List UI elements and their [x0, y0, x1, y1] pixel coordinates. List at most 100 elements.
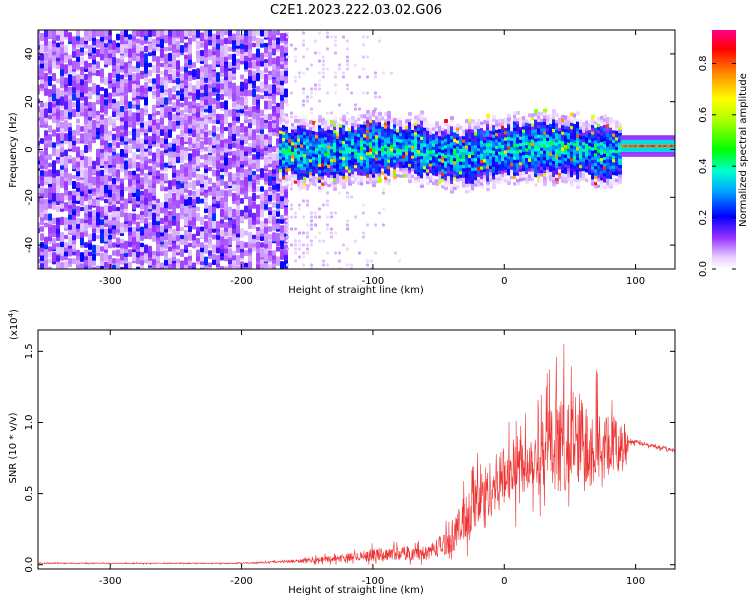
spectrogram-cell	[268, 190, 272, 196]
spectrogram-cell	[68, 154, 72, 160]
spectrogram-cell	[88, 140, 92, 150]
spectrogram-cell	[294, 259, 297, 263]
spectrogram-cell	[192, 69, 196, 77]
spectrogram-cell	[200, 154, 204, 160]
spectrogram-cell	[136, 30, 140, 37]
spectrogram-cell	[236, 125, 240, 133]
spectrogram-cell	[100, 105, 104, 113]
spectrogram-cell	[48, 125, 52, 133]
spectrogram-cell	[318, 231, 321, 235]
spectrogram-cell	[286, 55, 289, 59]
spectrogram-cell	[420, 110, 424, 115]
spectrogram-cell	[72, 210, 76, 216]
spectrogram-cell	[268, 100, 272, 110]
spectrogram-cell	[212, 97, 216, 105]
spectrogram-cell	[116, 153, 120, 161]
spectrogram-cell	[156, 162, 160, 168]
spectrogram-cell	[48, 89, 52, 97]
spectrogram-cell	[80, 196, 84, 206]
spectrogram-cell	[244, 262, 248, 268]
spectrogram-cell	[76, 138, 80, 144]
spectrogram-cell	[224, 210, 228, 216]
spectrogram-cell	[120, 222, 124, 228]
spectrogram-cell	[366, 91, 369, 95]
spectrogram-cell	[84, 124, 88, 134]
spectrogram-cell	[200, 49, 204, 57]
spectrogram-cell	[164, 201, 168, 209]
spectrogram-cell	[240, 198, 244, 204]
spectrogram-cell	[248, 61, 252, 69]
spectrogram-cell	[52, 46, 56, 52]
spectrogram-cell	[164, 249, 168, 257]
spectrogram-cell	[216, 30, 220, 36]
spectrogram-cell	[285, 116, 289, 121]
spectrogram-cell	[272, 202, 276, 208]
spectrogram-cell	[156, 170, 160, 176]
spectrogram-cell	[310, 95, 313, 99]
spectrogram-cell	[104, 104, 108, 114]
spectrogram-cell	[228, 157, 232, 165]
spectrogram-cell	[224, 66, 228, 72]
spectrogram-cell	[72, 60, 76, 70]
spectrogram-cell	[272, 232, 276, 242]
spectrogram-cell	[84, 145, 88, 153]
spectrogram-cell	[244, 205, 248, 213]
spectrogram-cell	[184, 147, 188, 152]
spectrogram-cell	[216, 72, 220, 82]
spectrogram-cell	[64, 133, 68, 141]
spectrogram-cell	[212, 234, 216, 240]
spectrogram-cell	[72, 145, 76, 153]
spectrogram-cell	[338, 67, 341, 71]
spectrogram-cell	[60, 232, 64, 242]
spectrogram-cell	[136, 161, 140, 169]
spectrogram-cell	[294, 227, 297, 231]
spectrogram-cell	[184, 149, 188, 157]
spectrogram-cell	[228, 30, 232, 37]
spectrogram-cell	[68, 64, 72, 74]
spectrogram-cell	[88, 30, 92, 38]
spectrogram-cell	[104, 48, 108, 58]
spectrogram-cell	[366, 259, 369, 263]
spectrogram-cell	[160, 217, 164, 225]
spectrogram-cell	[192, 114, 196, 120]
spectrogram-cell	[362, 43, 365, 47]
spectrogram-cell	[108, 255, 112, 260]
spectrogram-cell	[128, 213, 132, 221]
spectrogram-cell	[64, 108, 68, 118]
spectrogram-cell	[256, 48, 260, 58]
spectrogram-cell	[104, 228, 108, 238]
spectrogram-cell	[60, 90, 64, 96]
spectrogram-cell	[208, 262, 212, 268]
spectrogram-cell	[276, 56, 280, 66]
spectrogram-cell	[302, 43, 305, 47]
spectrogram-cell	[80, 37, 84, 45]
spectrogram-cell	[444, 119, 448, 123]
spectrogram-cell	[164, 30, 168, 36]
spectrogram-cell	[84, 132, 88, 142]
spectrogram-cell	[208, 130, 212, 136]
spectrogram-cell	[88, 86, 92, 92]
spectrogram-cell	[232, 142, 236, 148]
spectrogram-cell	[48, 30, 52, 38]
spectrogram-cell	[164, 166, 168, 172]
spectrogram-cell	[156, 246, 160, 252]
spectrogram-cell	[240, 81, 244, 89]
spectrogram-cell	[144, 188, 148, 198]
spectrogram-cell	[232, 108, 236, 118]
spectrogram-cell	[240, 125, 244, 133]
spectrogram-cell	[112, 40, 116, 50]
spectrogram-cell	[136, 112, 140, 122]
spectrogram-cell	[346, 83, 349, 87]
spectrogram-cell	[180, 109, 184, 117]
spectrogram-cell	[44, 130, 48, 136]
spectrogram-cell	[108, 188, 112, 198]
spectrogram-cell	[196, 59, 200, 64]
spectrogram-cell	[256, 252, 260, 262]
spectrogram-cell	[326, 91, 329, 95]
spectrogram-cell	[108, 92, 112, 102]
spectrogram-cell	[426, 120, 430, 125]
spectrogram-cell	[156, 178, 160, 184]
spectrogram-cell	[228, 70, 232, 76]
spectrogram-cell	[346, 263, 349, 267]
spectrogram-cell	[104, 252, 108, 262]
